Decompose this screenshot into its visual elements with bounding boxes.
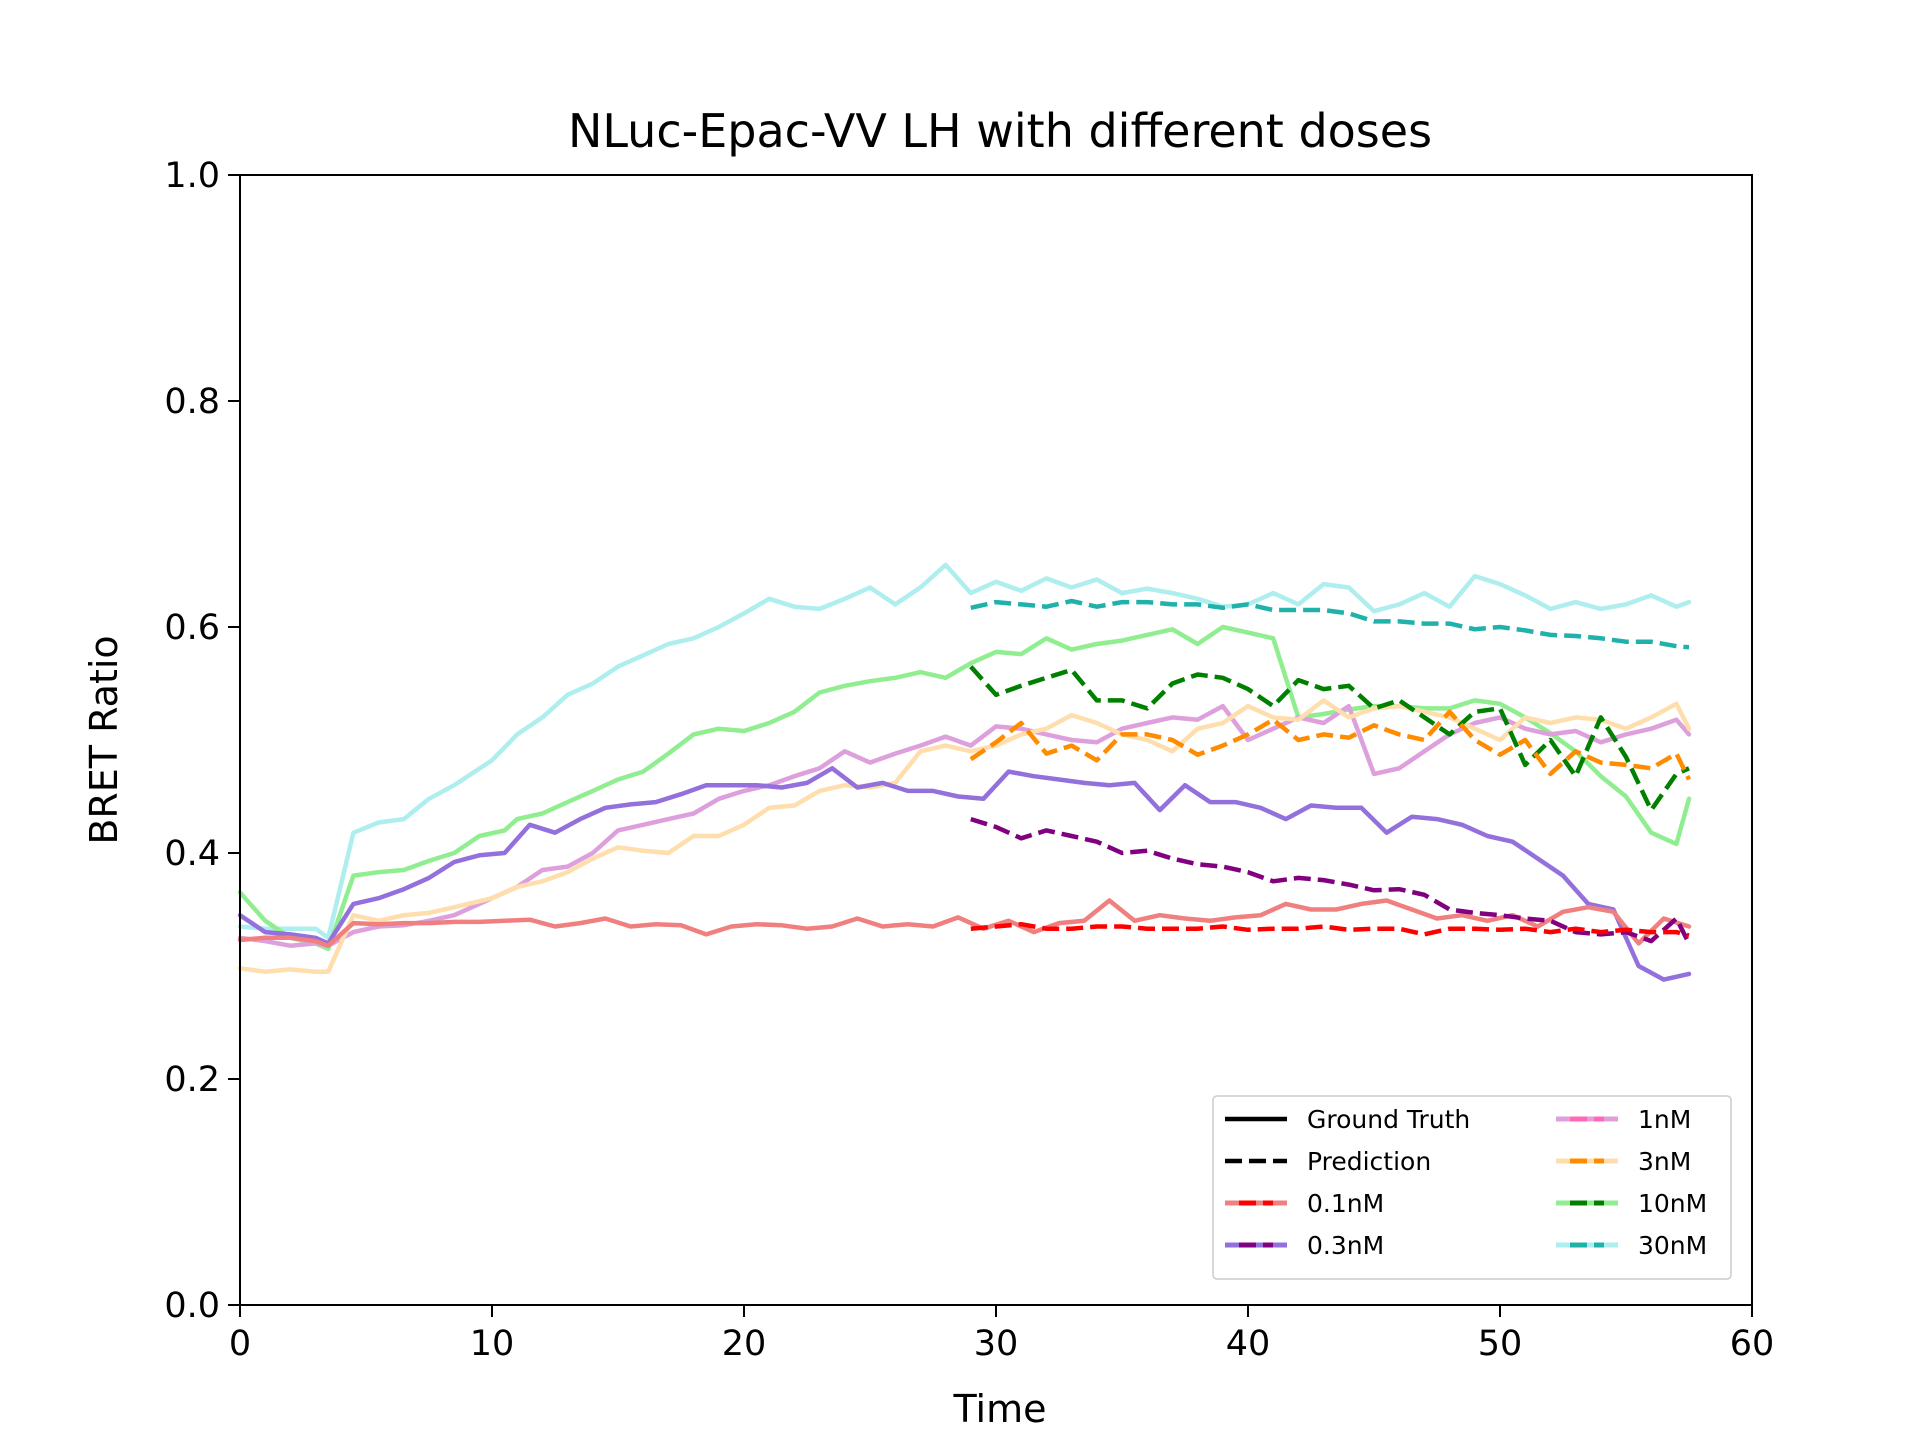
y-axis-label: BRET Ratio	[82, 635, 126, 844]
series-line-0-1nm-prediction	[970, 921, 1690, 938]
legend-label-ground-truth: Ground Truth	[1307, 1105, 1470, 1134]
y-tick-label: 0.4	[164, 834, 220, 874]
x-tick-label: 0	[229, 1324, 251, 1364]
y-tick-label: 1.0	[164, 156, 220, 196]
y-tick-label: 0.6	[164, 608, 220, 648]
x-tick-label: 60	[1730, 1324, 1775, 1364]
chart-title: NLuc-Epac-VV LH with different doses	[568, 104, 1432, 158]
y-axis: 0.0 0.2 0.4 0.6 0.8 1.0	[164, 156, 240, 1326]
x-tick-label: 50	[1478, 1324, 1523, 1364]
series-line-30nm-ground-truth	[237, 562, 1692, 941]
plot-area	[237, 562, 1692, 982]
legend: Ground Truth Prediction 0.1nM 0.3nM 1nM 3nM 10…	[1212, 1095, 1732, 1280]
legend-label-0-1nm: 0.1nM	[1307, 1189, 1384, 1218]
x-tick-label: 40	[1226, 1324, 1271, 1364]
x-axis: 0 10 20 30 40 50 60	[229, 1305, 1774, 1364]
legend-label-prediction: Prediction	[1307, 1147, 1431, 1176]
series-line-0-3nm-prediction	[970, 816, 1692, 945]
legend-label-3nm: 3nM	[1638, 1147, 1691, 1176]
series-line-0-1nm-ground-truth	[237, 898, 1692, 948]
legend-label-0-3nm: 0.3nM	[1307, 1231, 1384, 1260]
y-tick-label: 0.0	[164, 1286, 220, 1326]
series-line-3nm-ground-truth	[237, 698, 1692, 974]
series-line-0-3nm-ground-truth	[237, 766, 1692, 982]
series-line-30nm-prediction	[970, 598, 1690, 650]
legend-label-1nm: 1nM	[1638, 1105, 1691, 1134]
legend-label-30nm: 30nM	[1638, 1231, 1707, 1260]
y-tick-label: 0.2	[164, 1060, 220, 1100]
x-axis-label: Time	[953, 1387, 1047, 1431]
series-line-3nm-prediction	[969, 709, 1692, 781]
series-line-10nm-prediction	[969, 665, 1690, 813]
x-tick-label: 10	[470, 1324, 515, 1364]
x-tick-label: 30	[974, 1324, 1019, 1364]
x-tick-label: 20	[722, 1324, 767, 1364]
legend-label-10nm: 10nM	[1638, 1189, 1707, 1218]
series-line-10nm-ground-truth	[237, 624, 1692, 952]
y-tick-label: 0.8	[164, 382, 220, 422]
legend-frame	[1212, 1095, 1732, 1280]
series-line-1nm-ground-truth	[237, 703, 1692, 948]
